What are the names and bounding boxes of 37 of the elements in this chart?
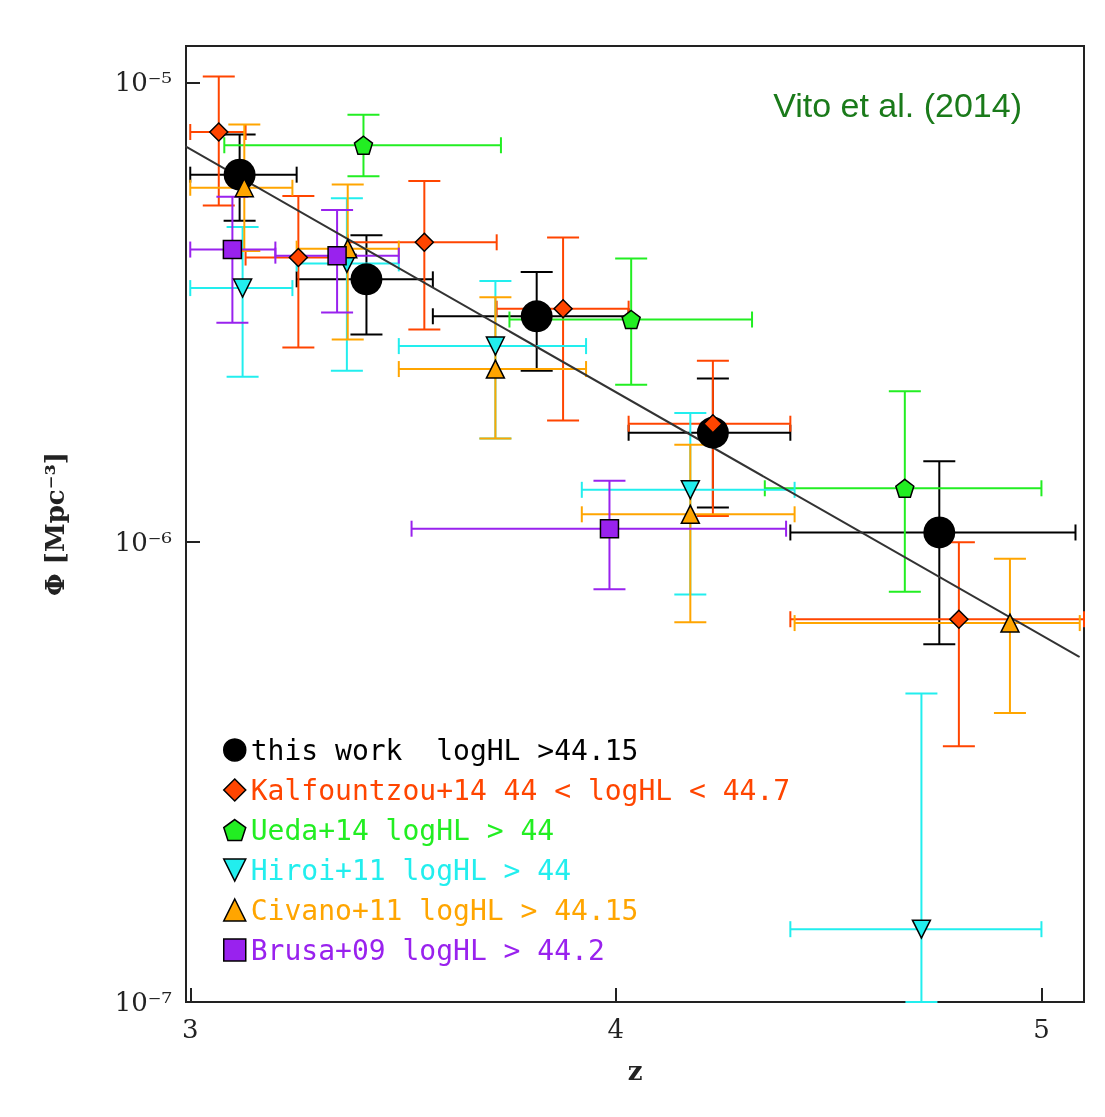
point [485, 336, 506, 356]
point [949, 609, 969, 629]
x-axis-title: z [627, 1056, 643, 1086]
x-tick-label: 4 [607, 1014, 625, 1044]
point [222, 239, 243, 260]
point [327, 245, 347, 266]
point [232, 278, 253, 298]
point [414, 232, 435, 253]
annotation: Vito et al. (2014) [773, 86, 1022, 124]
y-axis-title: Φ [Mpc⁻³] [40, 451, 70, 597]
point [353, 135, 374, 155]
legend-label: this work logHL >44.15 [250, 733, 639, 767]
point [621, 309, 641, 330]
point [680, 504, 701, 525]
point [680, 480, 701, 500]
point [520, 300, 553, 333]
legend-label: Civano+11 logHL > 44.15 [250, 893, 639, 927]
legend-label: Ueda+14 logHL > 44 [250, 813, 555, 847]
point [895, 478, 915, 499]
x-tick-label: 3 [181, 1014, 199, 1044]
y-tick-label: 10⁻⁷ [114, 987, 172, 1017]
point [553, 298, 573, 319]
point [234, 178, 255, 198]
legend-label: Kalfountzou+14 44 < logHL < 44.7 [250, 773, 791, 807]
point [350, 263, 383, 296]
point [485, 359, 506, 379]
point [599, 518, 620, 539]
point [209, 122, 229, 142]
legend-label: Hiroi+11 logHL > 44 [250, 853, 572, 887]
x-tick-label: 5 [1033, 1014, 1050, 1044]
y-tick-label: 10⁻⁵ [114, 67, 172, 98]
point [911, 919, 932, 939]
point [923, 516, 956, 549]
legend-label: Brusa+09 logHL > 44.2 [250, 933, 605, 967]
y-tick-label: 10⁻⁶ [114, 527, 172, 558]
point [288, 247, 309, 268]
point [1000, 613, 1020, 633]
